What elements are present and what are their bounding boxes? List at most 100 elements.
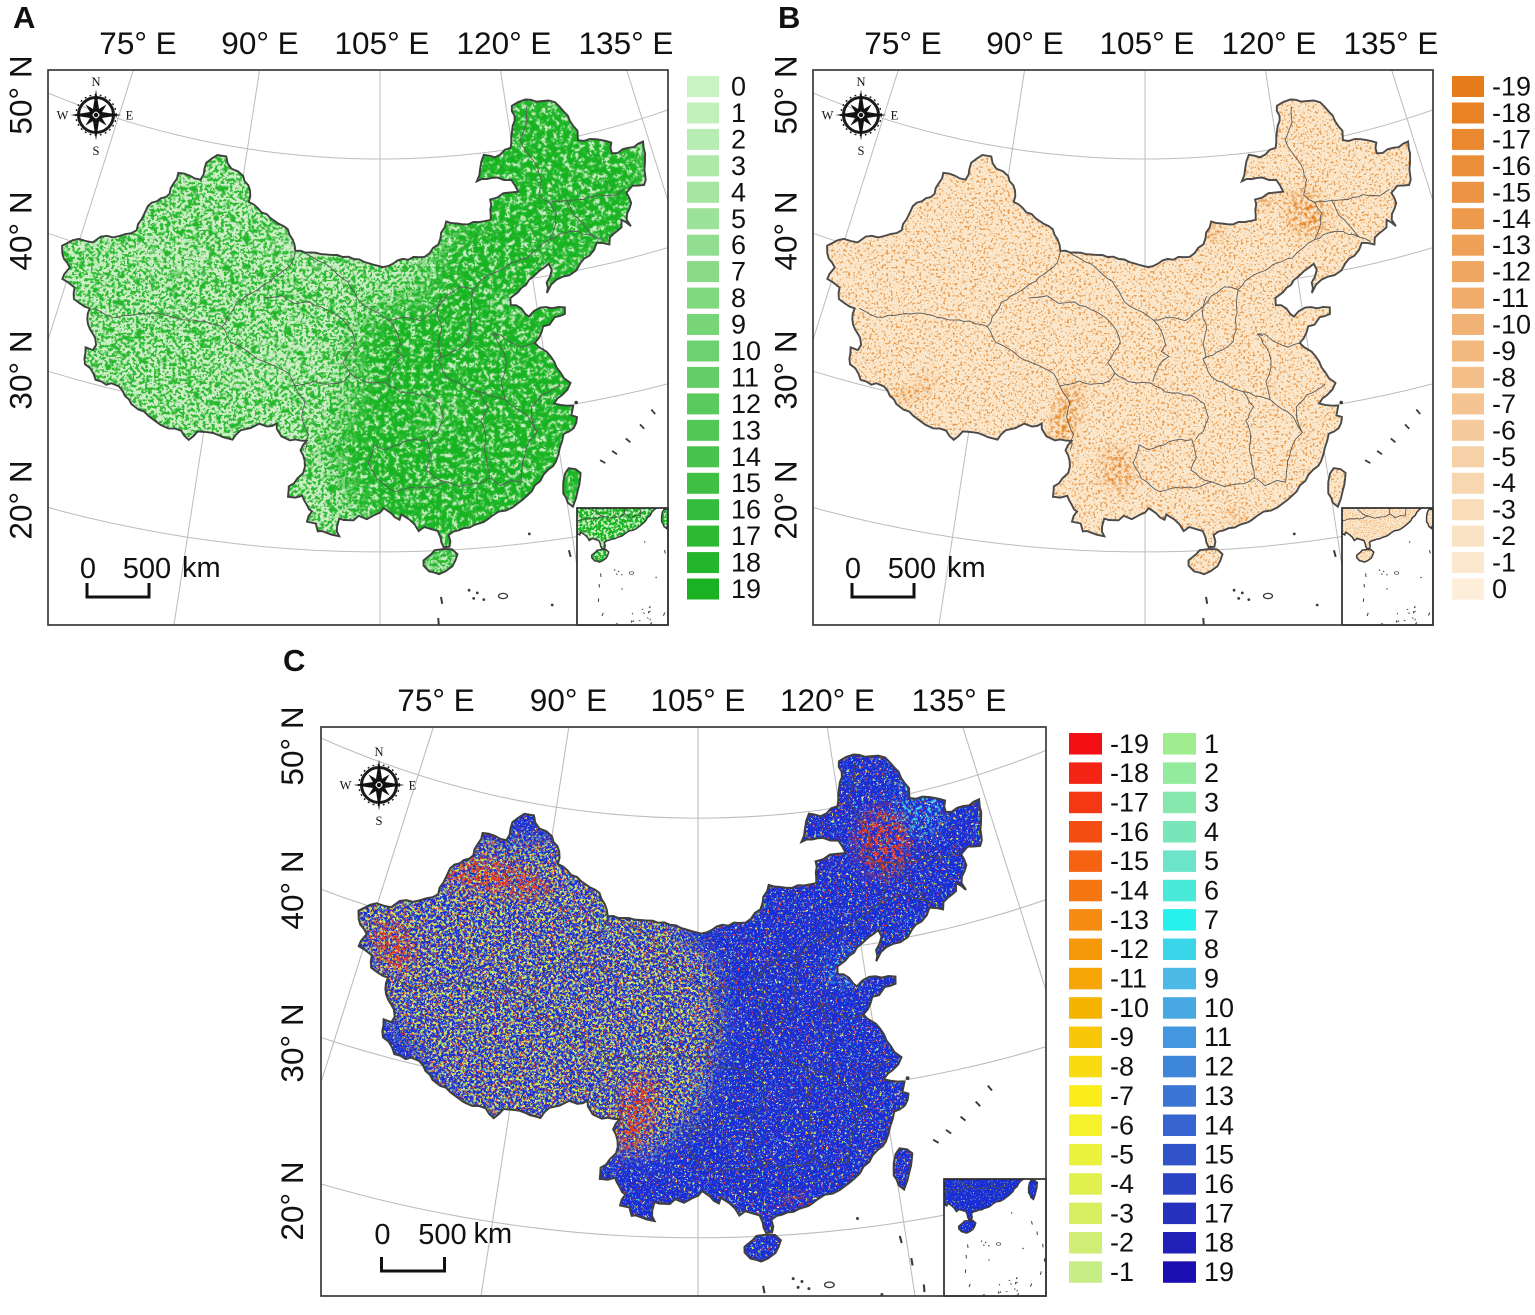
svg-text:-13: -13 bbox=[1110, 905, 1149, 935]
svg-text:3: 3 bbox=[1204, 788, 1219, 818]
svg-text:-6: -6 bbox=[1492, 415, 1516, 445]
svg-text:-2: -2 bbox=[1110, 1228, 1134, 1258]
svg-text:40° N: 40° N bbox=[274, 850, 310, 929]
svg-text:30° N: 30° N bbox=[768, 330, 804, 409]
svg-text:-4: -4 bbox=[1492, 468, 1516, 498]
svg-text:2: 2 bbox=[1204, 758, 1219, 788]
svg-text:75° E: 75° E bbox=[397, 682, 474, 718]
svg-text:4: 4 bbox=[1204, 817, 1219, 847]
svg-text:135° E: 135° E bbox=[1344, 25, 1439, 61]
svg-text:105° E: 105° E bbox=[1100, 25, 1195, 61]
svg-text:E: E bbox=[409, 779, 417, 793]
svg-text:7: 7 bbox=[731, 257, 746, 287]
svg-text:-8: -8 bbox=[1110, 1052, 1134, 1082]
svg-text:N: N bbox=[374, 745, 383, 759]
svg-text:16: 16 bbox=[1204, 1169, 1234, 1199]
svg-text:13: 13 bbox=[1204, 1081, 1234, 1111]
svg-text:B: B bbox=[778, 0, 800, 35]
svg-text:18: 18 bbox=[1204, 1228, 1234, 1258]
svg-text:-15: -15 bbox=[1492, 177, 1531, 207]
svg-text:-1: -1 bbox=[1110, 1257, 1134, 1287]
svg-text:-7: -7 bbox=[1110, 1081, 1134, 1111]
svg-text:-15: -15 bbox=[1110, 846, 1149, 876]
svg-text:km: km bbox=[182, 552, 221, 584]
svg-text:19: 19 bbox=[1204, 1257, 1234, 1287]
svg-text:50° N: 50° N bbox=[3, 55, 39, 134]
svg-text:-14: -14 bbox=[1110, 876, 1149, 906]
svg-text:15: 15 bbox=[731, 468, 761, 498]
svg-text:W: W bbox=[340, 779, 352, 793]
svg-text:-10: -10 bbox=[1110, 993, 1149, 1023]
svg-text:7: 7 bbox=[1204, 905, 1219, 935]
svg-text:-17: -17 bbox=[1110, 788, 1149, 818]
svg-text:19: 19 bbox=[731, 574, 761, 604]
svg-text:-9: -9 bbox=[1110, 1022, 1134, 1052]
svg-text:500: 500 bbox=[888, 553, 936, 585]
svg-text:8: 8 bbox=[1204, 934, 1219, 964]
svg-text:12: 12 bbox=[1204, 1052, 1234, 1082]
svg-text:90° E: 90° E bbox=[986, 25, 1063, 61]
svg-text:0: 0 bbox=[731, 72, 746, 102]
svg-text:17: 17 bbox=[731, 521, 761, 551]
svg-text:50° N: 50° N bbox=[274, 706, 310, 785]
svg-text:13: 13 bbox=[731, 415, 761, 445]
svg-text:105° E: 105° E bbox=[651, 682, 746, 718]
svg-text:S: S bbox=[93, 144, 100, 158]
svg-text:30° N: 30° N bbox=[274, 1003, 310, 1082]
svg-text:km: km bbox=[474, 1218, 513, 1250]
svg-text:120° E: 120° E bbox=[1222, 25, 1317, 61]
svg-text:20° N: 20° N bbox=[768, 460, 804, 539]
svg-text:S: S bbox=[376, 814, 383, 828]
svg-text:N: N bbox=[91, 75, 100, 89]
svg-text:17: 17 bbox=[1204, 1198, 1234, 1228]
svg-text:3: 3 bbox=[731, 151, 746, 181]
svg-text:9: 9 bbox=[1204, 964, 1219, 994]
svg-text:4: 4 bbox=[731, 177, 746, 207]
svg-text:500: 500 bbox=[123, 553, 171, 585]
svg-text:S: S bbox=[858, 144, 865, 158]
svg-text:75° E: 75° E bbox=[99, 25, 176, 61]
svg-text:E: E bbox=[891, 109, 899, 123]
svg-text:km: km bbox=[947, 552, 986, 584]
svg-text:-12: -12 bbox=[1110, 934, 1149, 964]
svg-text:5: 5 bbox=[1204, 846, 1219, 876]
svg-text:20° N: 20° N bbox=[3, 460, 39, 539]
svg-text:135° E: 135° E bbox=[579, 25, 674, 61]
svg-text:120° E: 120° E bbox=[457, 25, 552, 61]
svg-text:0: 0 bbox=[80, 553, 96, 585]
svg-text:-19: -19 bbox=[1110, 729, 1149, 759]
svg-text:W: W bbox=[57, 109, 69, 123]
svg-text:0: 0 bbox=[1492, 574, 1507, 604]
svg-text:11: 11 bbox=[731, 362, 759, 392]
svg-text:50° N: 50° N bbox=[768, 55, 804, 134]
svg-text:500: 500 bbox=[418, 1219, 466, 1251]
svg-text:-12: -12 bbox=[1492, 257, 1531, 287]
svg-text:105° E: 105° E bbox=[335, 25, 430, 61]
svg-text:30° N: 30° N bbox=[3, 330, 39, 409]
svg-text:C: C bbox=[283, 643, 305, 678]
svg-text:N: N bbox=[856, 75, 865, 89]
svg-text:-18: -18 bbox=[1110, 758, 1149, 788]
svg-text:-19: -19 bbox=[1492, 72, 1531, 102]
svg-text:0: 0 bbox=[845, 553, 861, 585]
svg-text:-2: -2 bbox=[1492, 521, 1516, 551]
svg-text:20° N: 20° N bbox=[274, 1161, 310, 1240]
svg-text:-5: -5 bbox=[1110, 1140, 1134, 1170]
svg-text:14: 14 bbox=[1204, 1110, 1234, 1140]
svg-text:120° E: 120° E bbox=[780, 682, 875, 718]
svg-text:6: 6 bbox=[1204, 876, 1219, 906]
svg-text:-10: -10 bbox=[1492, 310, 1531, 340]
svg-text:40° N: 40° N bbox=[768, 191, 804, 270]
svg-text:A: A bbox=[13, 0, 35, 35]
svg-text:9: 9 bbox=[731, 310, 746, 340]
svg-text:40° N: 40° N bbox=[3, 191, 39, 270]
svg-text:1: 1 bbox=[1204, 729, 1219, 759]
svg-text:15: 15 bbox=[1204, 1140, 1234, 1170]
svg-text:E: E bbox=[126, 109, 134, 123]
svg-text:-16: -16 bbox=[1110, 817, 1149, 847]
svg-text:11: 11 bbox=[1204, 1022, 1232, 1052]
svg-text:W: W bbox=[822, 109, 834, 123]
svg-text:75° E: 75° E bbox=[864, 25, 941, 61]
svg-text:-6: -6 bbox=[1110, 1110, 1134, 1140]
svg-text:-16: -16 bbox=[1492, 151, 1531, 181]
